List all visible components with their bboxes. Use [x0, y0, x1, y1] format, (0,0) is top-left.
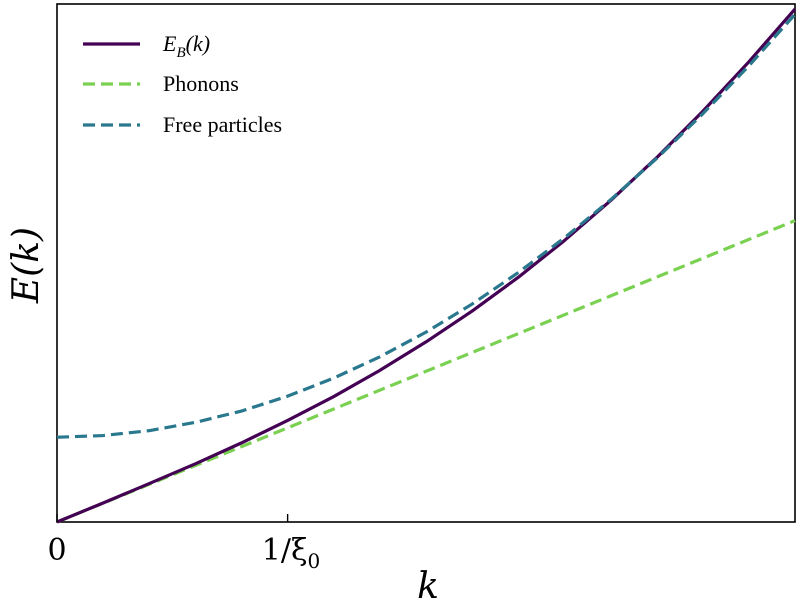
- series-line-free-particles: [56, 13, 797, 439]
- y-axis-label: E(k): [6, 227, 47, 304]
- series-line-e-b-k-: [56, 8, 797, 524]
- x-tick-label-0: 0: [47, 533, 66, 568]
- x-axis-label: k: [417, 566, 439, 607]
- x-tick-label-1-over-xi0: 1/ξ0: [262, 533, 320, 573]
- series-layer: [56, 8, 797, 524]
- legend-label-phonons: Phonons: [163, 71, 239, 96]
- legend-label-free-particles: Free particles: [163, 112, 282, 137]
- legend-label-eb: EB(k): [162, 31, 210, 61]
- legend: EB(k) Phonons Free particles: [83, 31, 282, 137]
- plot-frame: [56, 3, 796, 523]
